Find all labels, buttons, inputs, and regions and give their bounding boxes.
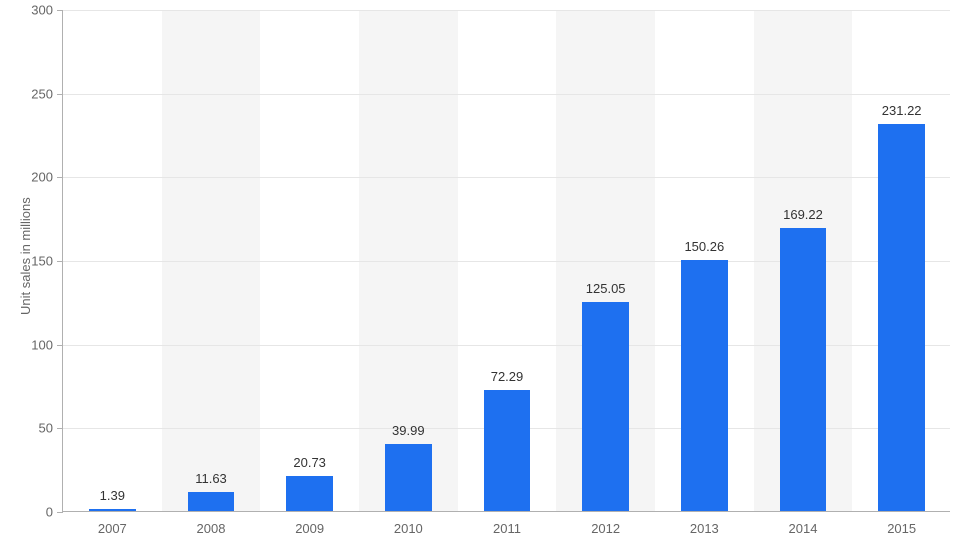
- bar[interactable]: [188, 492, 234, 511]
- bar[interactable]: [484, 390, 530, 511]
- x-tick-label: 2011: [493, 511, 521, 536]
- y-tick-mark: [57, 428, 63, 429]
- x-tick-label: 2007: [98, 511, 127, 536]
- y-tick-mark: [57, 261, 63, 262]
- y-tick-mark: [57, 94, 63, 95]
- bar-value-label: 169.22: [783, 207, 823, 222]
- y-tick-mark: [57, 10, 63, 11]
- x-tick-label: 2008: [197, 511, 226, 536]
- x-tick-label: 2015: [887, 511, 916, 536]
- y-tick-mark: [57, 177, 63, 178]
- y-tick-mark: [57, 512, 63, 513]
- bar-value-label: 150.26: [684, 239, 724, 254]
- bar[interactable]: [385, 444, 431, 511]
- bar[interactable]: [878, 124, 924, 511]
- bar-value-label: 20.73: [293, 455, 326, 470]
- bar[interactable]: [286, 476, 332, 511]
- x-tick-label: 2009: [295, 511, 324, 536]
- plot-area: 0501001502002503001.39200711.63200820.73…: [62, 10, 950, 512]
- x-tick-label: 2010: [394, 511, 423, 536]
- bar[interactable]: [780, 228, 826, 511]
- bar[interactable]: [681, 260, 727, 511]
- grid-line: [63, 177, 950, 178]
- grid-line: [63, 94, 950, 95]
- bar-value-label: 231.22: [882, 103, 922, 118]
- x-tick-label: 2013: [690, 511, 719, 536]
- y-tick-mark: [57, 345, 63, 346]
- grid-line: [63, 10, 950, 11]
- bar-value-label: 72.29: [491, 369, 524, 384]
- bar-value-label: 39.99: [392, 423, 425, 438]
- bar-value-label: 1.39: [100, 488, 125, 503]
- bar-value-label: 11.63: [195, 471, 227, 486]
- bar[interactable]: [582, 302, 628, 511]
- x-tick-label: 2012: [591, 511, 620, 536]
- bar-chart: Unit sales in millions 05010015020025030…: [0, 0, 960, 547]
- x-tick-label: 2014: [789, 511, 818, 536]
- bar-value-label: 125.05: [586, 281, 626, 296]
